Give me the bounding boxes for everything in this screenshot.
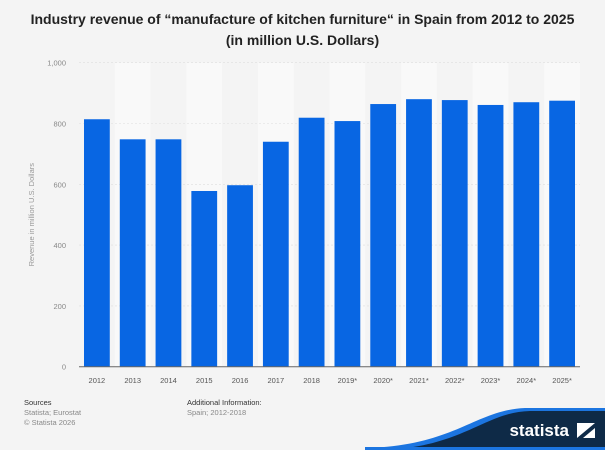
bar: [119, 139, 146, 367]
bar: [155, 139, 182, 367]
y-tick-label: 0: [62, 363, 66, 372]
bar: [262, 141, 289, 367]
x-tick-label: 2016: [232, 376, 249, 385]
bar: [298, 117, 325, 367]
x-tick-label: 2022*: [445, 376, 465, 385]
bar: [227, 185, 253, 367]
bar: [549, 100, 575, 367]
x-tick-label: 2013: [124, 376, 141, 385]
x-tick-label: 2024*: [517, 376, 537, 385]
x-tick-label: 2012: [89, 376, 106, 385]
chart-title: Industry revenue of “manufacture of kitc…: [30, 11, 575, 48]
sources-text: Statista; Eurostat: [24, 408, 82, 417]
bar: [370, 104, 397, 367]
info-text: Spain; 2012-2018: [187, 408, 247, 417]
bar: [441, 100, 468, 367]
x-tick-label: 2019*: [338, 376, 358, 385]
x-tick-label: 2023*: [481, 376, 501, 385]
bar: [191, 190, 218, 367]
y-tick-label: 1,000: [47, 59, 66, 68]
x-tick-label: 2021*: [409, 376, 429, 385]
additional-info: Additional Information: Spain; 2012-2018: [187, 398, 262, 418]
bar: [477, 104, 504, 367]
statista-logo-icon: [577, 423, 595, 438]
statista-logo-text: statista: [509, 421, 569, 440]
bar: [513, 102, 540, 367]
x-tick-label: 2020*: [373, 376, 393, 385]
sources-label: Sources: [24, 398, 52, 407]
info-label: Additional Information:: [187, 398, 262, 407]
x-tick-label: 2014: [160, 376, 177, 385]
x-tick-label: 2015: [196, 376, 213, 385]
x-tick-label: 2018: [303, 376, 320, 385]
bar: [84, 119, 110, 367]
y-tick-label: 400: [53, 241, 66, 250]
copyright: © Statista 2026: [24, 418, 76, 427]
x-tick-label: 2025*: [552, 376, 572, 385]
bar: [334, 121, 361, 367]
y-tick-label: 800: [53, 120, 66, 129]
x-tick-label: 2017: [267, 376, 284, 385]
sources: Sources Statista; Eurostat © Statista 20…: [24, 398, 81, 428]
statista-logo-banner: [365, 408, 605, 450]
y-tick-label: 200: [53, 302, 66, 311]
bar-chart: 0 200 400 600 800 1,000 2012 2013 2014 2015 2016 20…: [27, 59, 580, 385]
y-tick-label: 600: [53, 180, 66, 189]
y-axis-label: Revenue in million U.S. Dollars: [27, 163, 36, 267]
bar: [406, 99, 432, 367]
